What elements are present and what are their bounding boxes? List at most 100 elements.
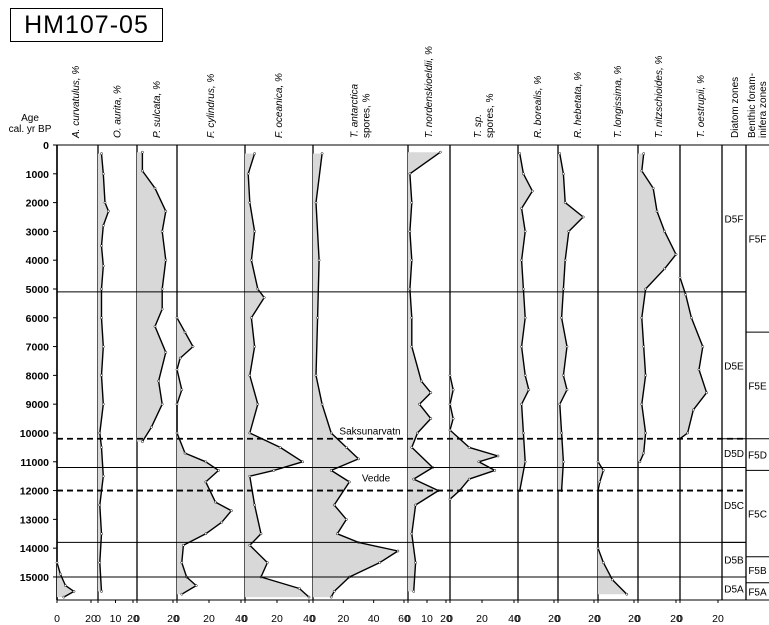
sample-point <box>467 446 471 449</box>
sample-point <box>246 172 250 176</box>
sample-point <box>253 152 256 155</box>
sample-point <box>558 402 562 406</box>
sample-point <box>332 590 336 593</box>
sample-point <box>266 561 269 564</box>
sample-point <box>62 595 66 599</box>
age-tick-label: 13000 <box>20 514 49 526</box>
sample-point <box>625 592 629 596</box>
diatom-zone-label: D5D <box>724 449 744 460</box>
sample-point <box>412 590 416 593</box>
sample-point <box>558 152 562 155</box>
sample-point <box>414 561 417 564</box>
age-axis-label: cal. yr BP <box>9 124 52 135</box>
sample-point <box>314 201 318 204</box>
panel-area <box>638 153 676 462</box>
sample-point <box>563 201 567 204</box>
sample-point <box>518 152 522 155</box>
panel-area <box>408 152 441 592</box>
sample-point <box>522 172 525 176</box>
sample-point <box>164 350 168 354</box>
sample-point <box>408 172 412 176</box>
x-tick-label: 20 <box>670 613 682 625</box>
sample-point <box>101 345 105 348</box>
sample-point <box>640 402 644 406</box>
sample-point <box>253 345 256 348</box>
sample-point <box>101 474 105 478</box>
taxon-label: A. curvatulus, % <box>71 66 82 139</box>
sample-point <box>581 215 585 219</box>
panel-area <box>98 153 109 592</box>
sample-point <box>329 595 333 599</box>
sample-point <box>307 595 311 599</box>
sample-point <box>141 440 144 443</box>
sample-point <box>182 543 185 547</box>
sample-point <box>690 316 693 320</box>
sample-point <box>250 258 253 262</box>
sample-point <box>194 584 198 587</box>
sample-point <box>103 201 107 204</box>
sample-point <box>100 244 103 248</box>
diatom-zone-label: D5B <box>724 556 744 567</box>
sample-point <box>642 152 646 155</box>
sample-point <box>100 590 103 593</box>
age-tick-label: 10000 <box>20 428 49 440</box>
age-tick-label: 2000 <box>26 198 50 210</box>
sample-point <box>100 316 103 320</box>
sample-point <box>101 172 105 176</box>
sample-point <box>248 201 252 204</box>
sample-point <box>320 152 324 155</box>
sample-point <box>410 446 414 449</box>
sample-point <box>248 543 252 547</box>
x-tick-label: 20 <box>127 613 139 625</box>
sample-point <box>175 431 179 435</box>
sample-point <box>697 368 701 371</box>
sample-point <box>467 477 471 481</box>
sample-point <box>448 402 452 406</box>
sample-point <box>596 546 600 550</box>
sample-point <box>410 316 414 320</box>
sample-point <box>602 469 605 472</box>
x-tick-label: 0 <box>515 613 521 625</box>
sample-point <box>183 451 187 455</box>
sample-point <box>204 480 208 484</box>
sample-point <box>448 497 452 501</box>
sample-point <box>191 345 195 348</box>
foram-zones-header: Benthic foram- <box>747 73 758 138</box>
x-tick-label: 0 <box>310 613 316 625</box>
sample-point <box>651 186 655 190</box>
age-tick-label: 0 <box>43 140 49 152</box>
taxon-label: R. hebetata, % <box>573 72 584 138</box>
age-tick-label: 1000 <box>26 169 50 181</box>
x-tick-label: 20 <box>588 613 600 625</box>
panel-area <box>450 375 498 500</box>
taxon-label: F. oceanica, % <box>274 73 285 138</box>
sample-point <box>59 572 62 576</box>
sample-point <box>329 431 333 435</box>
sample-point <box>101 264 105 268</box>
foram-zone-label: F5F <box>749 235 767 246</box>
sample-point <box>345 446 348 449</box>
sample-point <box>562 460 565 464</box>
sample-point <box>560 431 563 435</box>
sample-point <box>602 561 605 564</box>
sample-point <box>644 287 647 291</box>
x-tick-label: 20 <box>167 613 179 625</box>
sample-point <box>477 460 481 464</box>
sample-point <box>410 201 414 204</box>
sample-point <box>100 374 103 377</box>
age-tick-label: 14000 <box>20 543 49 555</box>
sample-point <box>691 408 695 412</box>
sample-point <box>567 230 571 233</box>
sample-point <box>642 451 646 455</box>
sample-point <box>180 592 184 596</box>
sample-point <box>100 446 103 449</box>
panel-curve <box>315 153 399 598</box>
sample-point <box>107 209 110 213</box>
sample-point <box>100 287 103 291</box>
sample-point <box>220 520 224 524</box>
sample-point <box>314 374 318 377</box>
taxon-label: T. longissima, % <box>613 65 624 138</box>
sample-point <box>204 460 208 464</box>
panel-area <box>57 562 74 598</box>
sample-point <box>412 477 416 481</box>
